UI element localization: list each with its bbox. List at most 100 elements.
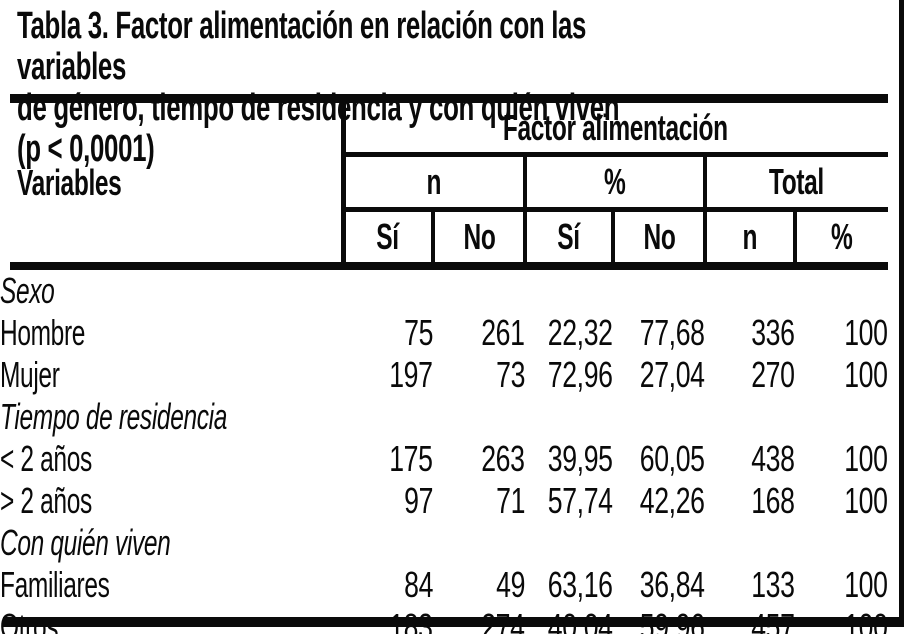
header-col-si-n-label: Sí (376, 216, 399, 257)
row-label: Mujer (0, 354, 60, 395)
cell-n-no (433, 270, 525, 312)
cell-pct-no: 42,26 (613, 480, 705, 522)
cell-n-si: 175 (342, 438, 434, 480)
cell-n-si: 84 (342, 564, 433, 606)
page-right-border (899, 0, 904, 627)
value: 42,26 (640, 480, 705, 521)
divider-top-thick (10, 94, 888, 103)
value: 197 (389, 354, 434, 395)
cell-variable: Otros (0, 606, 342, 634)
value: 274 (481, 606, 526, 634)
cell-n-si: 183 (342, 606, 434, 634)
cell-total-pct (795, 396, 888, 438)
value: 27,04 (640, 354, 705, 395)
cell-n-no: 49 (433, 564, 525, 606)
cell-pct-si: 40,04 (525, 606, 613, 634)
table-row: Sexo (0, 270, 888, 312)
table-row: > 2 años 97 71 57,74 42,26 168 100 (0, 480, 888, 522)
value: 263 (481, 438, 526, 479)
cell-pct-no: 77,68 (613, 312, 705, 354)
row-label: < 2 años (0, 438, 92, 479)
value: 100 (844, 564, 889, 605)
value: 438 (751, 438, 796, 479)
table-row: Tiempo de residencia (0, 396, 888, 438)
header-col-no-n-label: No (463, 216, 495, 257)
cell-pct-si: 57,74 (525, 480, 613, 522)
cell-total-n: 457 (705, 606, 796, 634)
cell-n-no (433, 396, 525, 438)
header-group-pct: % (525, 157, 705, 207)
table-row: Con quién viven (0, 522, 888, 564)
cell-pct-no (613, 396, 705, 438)
cell-total-pct: 100 (795, 354, 889, 396)
row-label: Sexo (0, 270, 55, 311)
value: 40,04 (548, 606, 613, 634)
cell-pct-si: 39,95 (525, 438, 613, 480)
header-group-n: n (342, 157, 525, 207)
value: 71 (496, 480, 525, 521)
value: 63,16 (548, 564, 613, 605)
cell-pct-no (613, 270, 705, 312)
header-group-total-label: Total (769, 161, 824, 202)
cell-n-si: 75 (342, 312, 433, 354)
cell-total-pct (795, 522, 888, 564)
cell-pct-si: 63,16 (525, 564, 613, 606)
cell-total-n (705, 522, 795, 564)
value: 36,84 (640, 564, 705, 605)
cell-total-n (705, 270, 795, 312)
header-col-total-pct-label: % (830, 216, 853, 257)
cell-n-no: 261 (433, 312, 526, 354)
header-col-no-pct-label: No (643, 216, 675, 257)
cell-n-si: 97 (342, 480, 433, 522)
row-label: Tiempo de residencia (0, 396, 228, 437)
cell-variable: Mujer (0, 354, 342, 396)
data-table: Sexo Hombre 75 261 22,32 77,68 336 100 M… (0, 270, 888, 634)
header-col-total-n-label: n (742, 216, 758, 257)
header-group-pct-label: % (604, 161, 626, 202)
cell-variable: Hombre (0, 312, 342, 354)
table-row: Otros 183 274 40,04 59,96 457 100 (0, 606, 888, 634)
header-col-si-n: Sí (342, 212, 433, 262)
cell-variable: > 2 años (0, 480, 342, 522)
cell-pct-si (525, 522, 613, 564)
table-row: Familiares 84 49 63,16 36,84 133 100 (0, 564, 888, 606)
value: 84 (404, 564, 433, 605)
header-variables: Variables (17, 103, 337, 262)
cell-variable: Tiempo de residencia (0, 396, 342, 438)
value: 100 (844, 354, 889, 395)
cell-total-pct: 100 (795, 312, 889, 354)
cell-n-no (433, 522, 525, 564)
value: 336 (751, 312, 796, 353)
cell-total-n: 270 (705, 354, 796, 396)
cell-variable: < 2 años (0, 438, 342, 480)
cell-total-n: 336 (705, 312, 796, 354)
row-label: > 2 años (0, 480, 92, 521)
cell-pct-si: 72,96 (525, 354, 613, 396)
header-col-total-pct: % (795, 212, 888, 262)
cell-variable: Con quién viven (0, 522, 342, 564)
value: 457 (751, 606, 796, 634)
column-divider-total-n-pct (793, 207, 797, 262)
header-group-total: Total (705, 157, 888, 207)
cell-pct-no: 36,84 (613, 564, 705, 606)
value: 100 (844, 438, 889, 479)
divider-bottom-thick (3, 617, 904, 627)
cell-n-si (342, 522, 433, 564)
cell-pct-no: 59,96 (613, 606, 705, 634)
cell-n-si (342, 396, 433, 438)
header-col-si-pct: Sí (525, 212, 613, 262)
cell-total-pct: 100 (795, 438, 889, 480)
column-divider-si-no-pct (611, 207, 615, 262)
row-label: Hombre (0, 312, 86, 353)
cell-total-n: 438 (705, 438, 796, 480)
value: 270 (751, 354, 796, 395)
value: 59,96 (640, 606, 705, 634)
cell-total-pct: 100 (795, 564, 889, 606)
cell-pct-no: 60,05 (613, 438, 705, 480)
cell-pct-si: 22,32 (525, 312, 613, 354)
cell-n-si (342, 270, 433, 312)
row-label: Familiares (0, 564, 110, 605)
table-row: < 2 años 175 263 39,95 60,05 438 100 (0, 438, 888, 480)
cell-n-no: 71 (433, 480, 525, 522)
cell-pct-si (525, 270, 613, 312)
